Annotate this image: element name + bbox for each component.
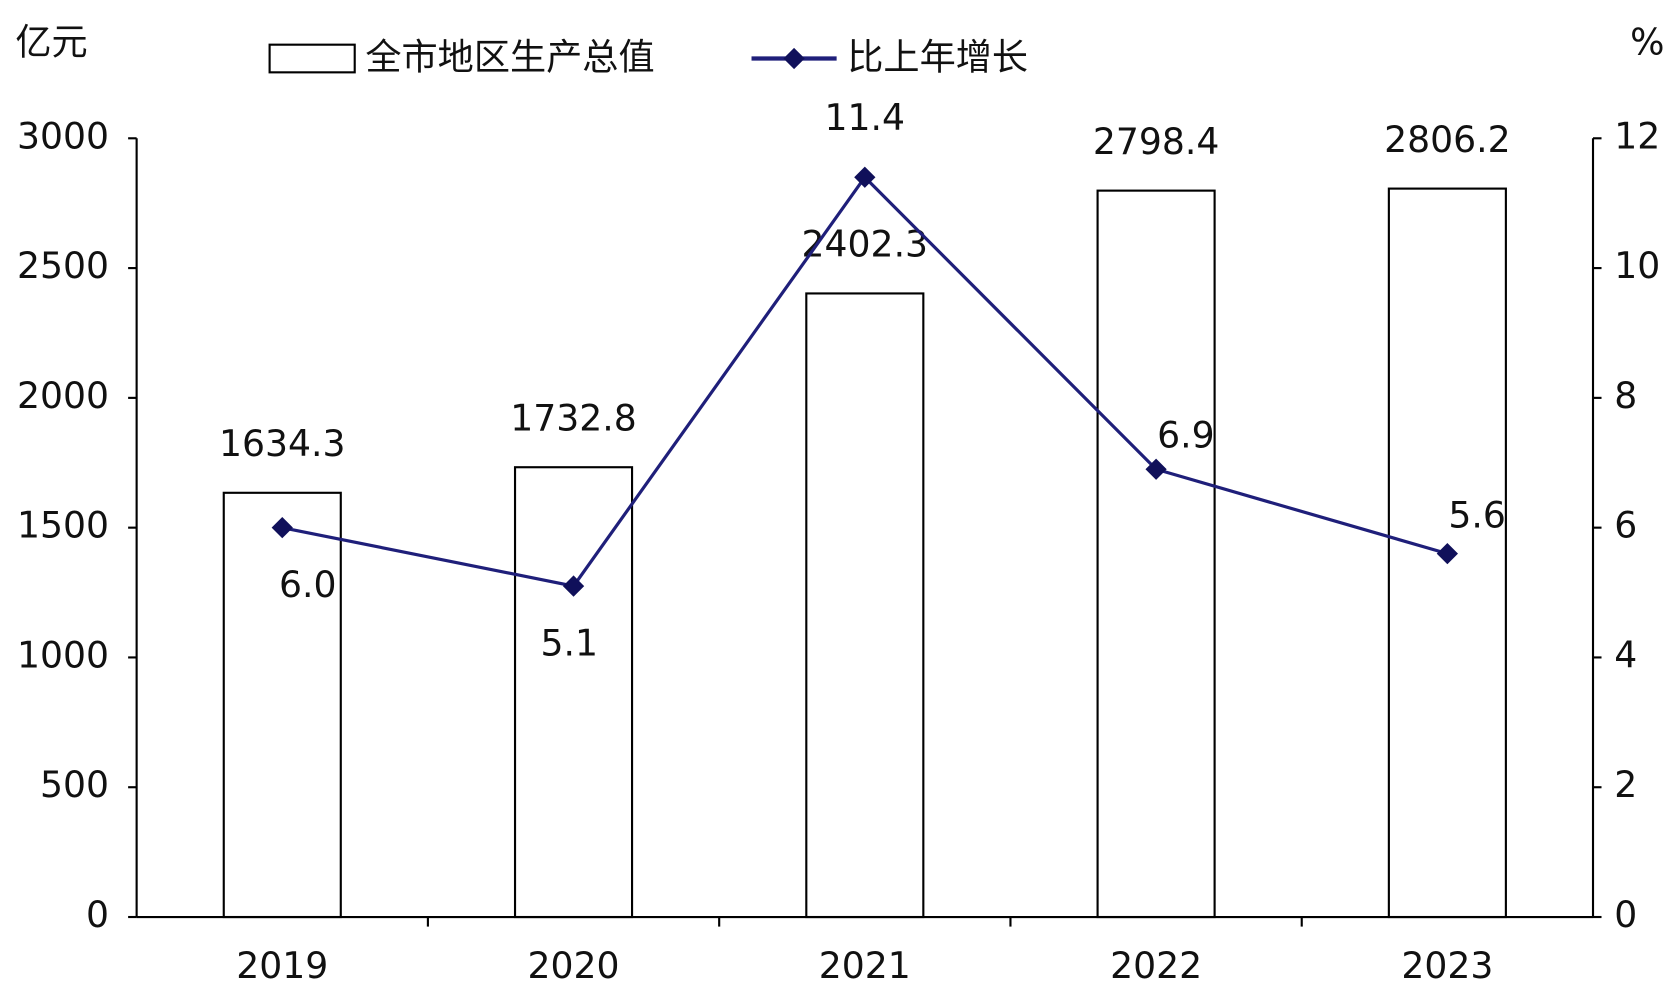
legend-label: 比上年增长: [847, 36, 1028, 79]
line-value-label: 6.0: [279, 563, 337, 606]
legend-label: 全市地区生产总值: [365, 36, 654, 79]
bar-value-label: 2798.4: [1093, 120, 1220, 163]
y2-tick-label: 12: [1614, 114, 1660, 157]
y-tick-label: 500: [40, 763, 109, 806]
bar-value-label: 1634.3: [219, 422, 346, 465]
y-tick-label: 2000: [17, 374, 109, 417]
y-tick-label: 3000: [17, 114, 109, 157]
y2-tick-label: 0: [1614, 893, 1637, 936]
x-tick-label: 2021: [819, 944, 911, 987]
x-tick-label: 2023: [1401, 944, 1493, 987]
bar: [805, 292, 925, 919]
bar: [513, 466, 634, 919]
y2-tick-label: 2: [1614, 763, 1637, 806]
bar-value-label: 2402.3: [802, 223, 929, 266]
y-tick-label: 1000: [17, 633, 109, 676]
y-tick-label: 0: [86, 893, 109, 936]
x-tick-label: 2019: [236, 944, 328, 987]
bar: [1096, 189, 1216, 919]
line-value-label: 5.6: [1448, 493, 1506, 536]
line-marker: [271, 517, 293, 539]
legend-swatch: [268, 43, 356, 74]
bar-value-label: 1732.8: [510, 396, 637, 439]
x-tick-label: 2022: [1110, 944, 1202, 987]
y2-axis-label: %: [1630, 21, 1664, 64]
y-tick-label: 2500: [17, 244, 109, 287]
line-marker: [854, 166, 876, 188]
line-value-label: 5.1: [541, 622, 599, 665]
line-value-label: 11.4: [825, 96, 906, 139]
bar: [222, 491, 342, 919]
y2-tick-label: 8: [1614, 374, 1637, 417]
y2-tick-label: 4: [1614, 633, 1637, 676]
line-value-label: 6.9: [1157, 413, 1215, 456]
bar-value-label: 2806.2: [1384, 118, 1511, 161]
y-axis-label: 亿元: [15, 21, 87, 64]
y-tick-label: 1500: [17, 504, 109, 547]
line-marker: [562, 575, 585, 597]
legend-marker: [783, 47, 805, 70]
x-tick-label: 2020: [528, 944, 620, 987]
y2-tick-label: 6: [1614, 504, 1637, 547]
y2-tick-label: 10: [1614, 244, 1660, 287]
